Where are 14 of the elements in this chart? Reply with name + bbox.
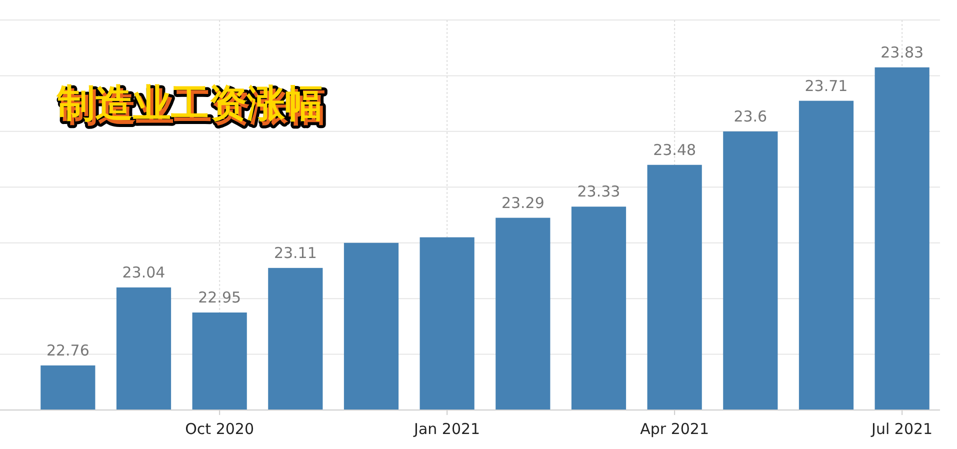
x-tick-label: Oct 2020: [185, 420, 254, 438]
data-label: 23.6: [734, 107, 768, 126]
data-label: 23.83: [880, 43, 924, 62]
data-label: 22.95: [198, 288, 242, 306]
data-label: 23.48: [653, 140, 696, 159]
data-label: 23.33: [577, 182, 620, 201]
data-label: 23.29: [501, 194, 544, 212]
x-tick-label: Jan 2021: [413, 420, 480, 438]
data-label: 22.76: [46, 341, 90, 360]
x-tick-label: Apr 2021: [640, 420, 710, 438]
x-tick-label: Jul 2021: [870, 420, 933, 438]
data-label: 23.04: [122, 263, 166, 282]
data-label: 23.71: [804, 76, 848, 95]
data-label: 23.11: [274, 244, 317, 262]
